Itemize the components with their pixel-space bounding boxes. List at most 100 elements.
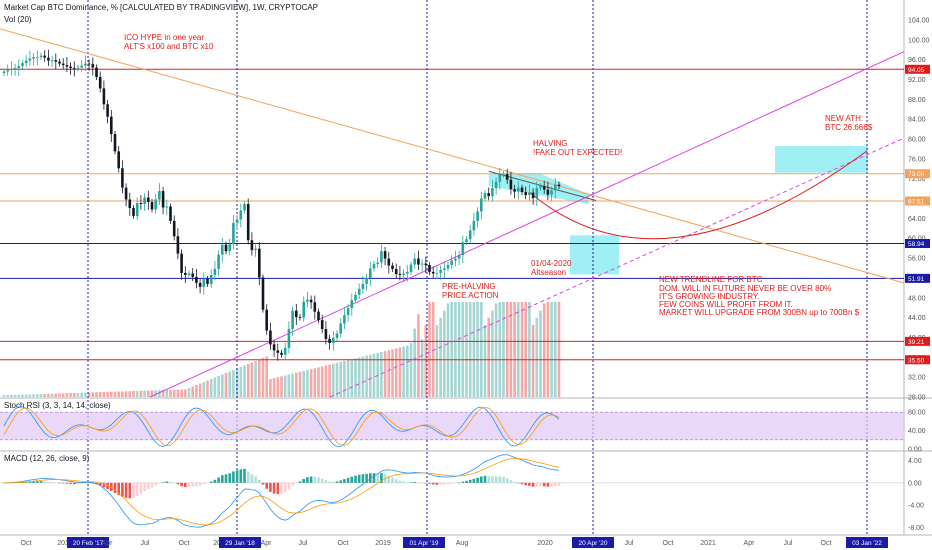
- macd-hist-bar: [391, 477, 394, 483]
- volume-bar: [350, 359, 354, 397]
- stoch-rsi-label: Stoch RSI (3, 3, 14, 14, close): [4, 401, 111, 410]
- time-tick: 2020: [537, 540, 553, 547]
- candle-body: [280, 352, 283, 355]
- volume-bar: [169, 389, 172, 397]
- volume-bar: [143, 390, 146, 397]
- candle-body: [143, 197, 146, 204]
- volume-bar: [272, 378, 276, 397]
- volume-bar: [487, 317, 490, 397]
- volume-bar: [221, 374, 224, 397]
- macd-hist-bar: [320, 478, 324, 483]
- volume-bar: [139, 390, 143, 397]
- volume-bar: [372, 353, 376, 397]
- annotation-text: MARKET WILL UPGRADE FROM 300BN up to 700…: [659, 308, 860, 317]
- macd-hist-bar: [265, 482, 268, 489]
- volume-bar: [158, 390, 161, 397]
- time-tick: 2021: [700, 540, 716, 547]
- candle-body: [557, 184, 561, 187]
- candle-body: [54, 60, 58, 62]
- candle-body: [335, 333, 339, 338]
- macd-hist-bar: [491, 476, 494, 483]
- candle-body: [524, 192, 527, 196]
- candle-body: [239, 210, 243, 220]
- candle-body: [409, 264, 413, 272]
- macd-line: [3, 454, 560, 528]
- macd-hist-bar: [335, 481, 339, 483]
- macd-hist-bar: [439, 482, 442, 485]
- macd-hist-bar: [457, 482, 461, 484]
- volume-bar: [165, 389, 169, 397]
- macd-hist-bar: [61, 482, 65, 484]
- level-tag: [905, 169, 930, 179]
- macd-hist-bar: [150, 482, 154, 488]
- candle-body: [498, 174, 502, 182]
- macd-hist-bar: [313, 476, 317, 483]
- volume-bar: [80, 392, 83, 397]
- candle-body: [43, 55, 46, 58]
- macd-hist-bar: [198, 482, 202, 486]
- volume-bar: [28, 394, 32, 397]
- macd-hist-bar: [531, 482, 535, 487]
- time-tick: Oct: [179, 540, 190, 547]
- candle-body: [76, 67, 80, 69]
- candle-body: [357, 288, 361, 295]
- volume-bar: [535, 317, 539, 397]
- volume-bar: [505, 302, 509, 397]
- volume-bar: [195, 385, 198, 397]
- volume-bar: [531, 325, 535, 397]
- macd-hist-bar: [213, 479, 217, 483]
- volume-bar: [465, 302, 468, 397]
- volume-bar: [413, 328, 416, 397]
- candle-body: [206, 278, 209, 284]
- volume-bar: [61, 393, 65, 397]
- candle-body: [61, 63, 65, 66]
- candle-body: [550, 190, 553, 195]
- volume-bar: [369, 354, 372, 397]
- volume-bar: [21, 394, 24, 397]
- volume-bars: [2, 302, 561, 397]
- macd-label: MACD (12, 26, close, 9): [4, 454, 90, 463]
- macd-hist-bar: [409, 482, 413, 483]
- volume-bar: [191, 386, 194, 397]
- volume-bar: [539, 310, 542, 397]
- macd-hist-bar: [172, 482, 176, 484]
- candle-body: [457, 255, 461, 259]
- macd-hist-bar: [239, 469, 243, 483]
- candle-body: [376, 262, 379, 265]
- candle-body: [295, 310, 298, 318]
- annotation-text: 01/04-2020: [531, 259, 572, 268]
- macd-hist-bar: [191, 482, 194, 487]
- volume-bar: [406, 345, 409, 397]
- level-tag: [905, 238, 930, 248]
- macd-hist-bar: [102, 482, 106, 488]
- volume-bar: [69, 393, 72, 397]
- candle-body: [283, 347, 287, 355]
- macd-hist-bar: [243, 468, 246, 483]
- volume-bar: [95, 392, 98, 397]
- volume-bar: [509, 302, 513, 397]
- macd-hist-bar: [184, 482, 187, 488]
- candle-body: [39, 55, 43, 58]
- candle-body: [198, 282, 202, 287]
- candle-body: [36, 57, 39, 58]
- volume-bar: [36, 394, 39, 397]
- candle-body: [224, 244, 228, 252]
- volume-bar: [128, 391, 132, 397]
- price-tick: 100.00: [908, 37, 930, 44]
- macd-hist-bar: [276, 482, 280, 495]
- candle-body: [450, 260, 453, 266]
- candle-body: [306, 299, 309, 302]
- volume-bar: [180, 389, 183, 397]
- candle-body: [246, 203, 250, 241]
- macd-hist-bar: [472, 478, 476, 483]
- volume-bar: [73, 392, 76, 397]
- macd-hist-bar: [195, 482, 198, 487]
- projection-curve: [529, 150, 868, 240]
- candle-body: [269, 330, 272, 345]
- candle-body: [91, 64, 95, 68]
- macd-hist-bar: [187, 482, 191, 487]
- macd-hist-bar: [209, 481, 213, 483]
- volume-bar: [150, 390, 154, 397]
